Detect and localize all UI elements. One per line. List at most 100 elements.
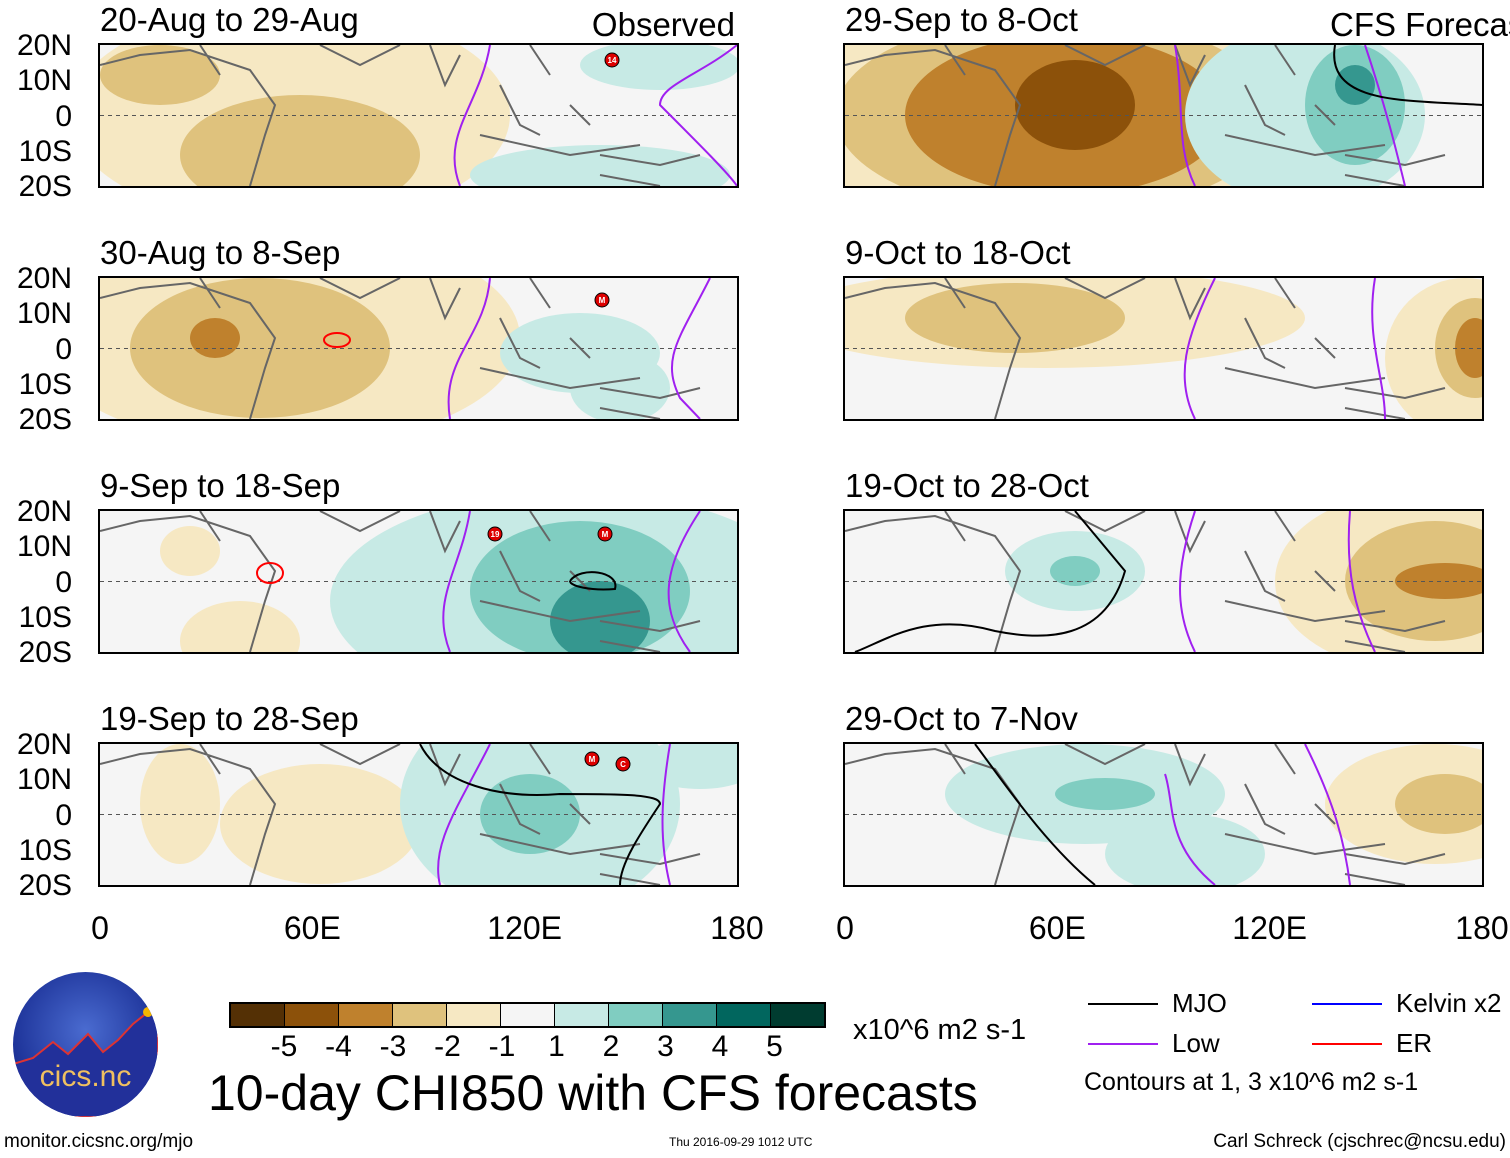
lat-tick-label: 0 — [55, 332, 72, 366]
storm-label: M — [602, 530, 609, 539]
anomaly-shading — [1455, 318, 1482, 378]
map-panel — [843, 742, 1484, 887]
panel-title: 9-Sep to 18-Sep — [100, 467, 341, 504]
footer-timestamp: Thu 2016-09-29 1012 UTC — [669, 1135, 813, 1149]
storm-label: M — [589, 755, 596, 764]
tropical-cyclone-icon: M — [594, 292, 610, 308]
panel-title: 30-Aug to 8-Sep — [100, 234, 341, 271]
lon-tick-label: 60E — [283, 910, 341, 946]
lon-tick-label: 120E — [1232, 910, 1308, 946]
lat-tick-label: 20N — [16, 495, 72, 528]
legend-line — [1312, 1003, 1382, 1005]
lon-tick-label: 60E — [1028, 910, 1086, 946]
low-contour — [447, 278, 491, 419]
lon-tick-label: 180 — [1455, 910, 1509, 946]
anomaly-shading — [180, 601, 300, 652]
colorbar-tick-label: 4 — [711, 1030, 729, 1063]
mjo-contour — [1333, 45, 1482, 106]
anomaly-shading — [180, 95, 420, 186]
storm-label: 19 — [491, 530, 500, 539]
storm-label: M — [599, 296, 606, 305]
colorbar-swatch — [663, 1004, 717, 1026]
anomaly-shading — [140, 744, 220, 864]
legend-line — [1088, 1003, 1158, 1005]
lat-tick-label: 20N — [16, 29, 72, 62]
anomaly-shading — [160, 526, 220, 576]
low-contour — [437, 744, 491, 885]
anomaly-shading — [190, 318, 240, 358]
map-panel: M — [98, 276, 739, 421]
low-contour — [658, 45, 737, 186]
panel-title: 29-Oct to 7-Nov — [845, 700, 1078, 737]
lat-tick-label: 10N — [16, 64, 72, 98]
anomaly-shading — [1015, 60, 1135, 150]
lat-tick-label: 10N — [16, 530, 72, 564]
map-panel: 19 M — [98, 509, 739, 654]
map-panel — [843, 509, 1484, 654]
map-svg — [845, 511, 1482, 652]
low-contour — [1179, 511, 1196, 652]
lat-tick-label: 10N — [16, 297, 72, 331]
map-svg — [845, 744, 1482, 885]
map-svg: M — [100, 278, 737, 419]
map-svg — [845, 45, 1482, 186]
lat-tick-label: 0 — [55, 798, 72, 832]
lat-tick-label: 0 — [55, 99, 72, 133]
column-label: CFS Forecast — [1330, 6, 1510, 43]
contour-note: Contours at 1, 3 x10^6 m2 s-1 — [1084, 1068, 1419, 1096]
panel-title: 20-Aug to 29-Aug — [100, 1, 359, 38]
anomaly-shading — [1395, 774, 1482, 834]
tropical-cyclone-icon: M — [597, 526, 613, 542]
lat-tick-label: 20S — [18, 403, 72, 436]
colorbar — [229, 1002, 826, 1028]
mjo-contour — [974, 744, 1096, 885]
lat-tick-label: 20N — [16, 728, 72, 761]
storm-label: 14 — [608, 56, 617, 65]
anomaly-shading — [470, 145, 730, 186]
panel-title: 29-Sep to 8-Oct — [845, 1, 1078, 38]
low-contour — [1347, 511, 1376, 652]
map-svg — [845, 278, 1482, 419]
colorbar-swatch — [285, 1004, 339, 1026]
lat-tick-label: 20S — [18, 869, 72, 902]
low-contour — [1364, 45, 1406, 186]
storm-label: C — [620, 760, 626, 769]
legend-label: ER — [1396, 1028, 1433, 1058]
colorbar-tick-label: 3 — [657, 1030, 674, 1063]
lon-tick-label: 0 — [91, 910, 109, 946]
column-label: Observed — [591, 6, 735, 43]
anomaly-shading — [220, 764, 420, 884]
figure-title: 10-day CHI850 with CFS forecasts — [208, 1065, 978, 1121]
colorbar-swatch — [447, 1004, 501, 1026]
colorbar-swatch — [231, 1004, 285, 1026]
colorbar-swatch — [501, 1004, 555, 1026]
footer-author: Carl Schreck (cjschrec@ncsu.edu) — [1213, 1131, 1506, 1152]
anomaly-shading — [1335, 65, 1375, 105]
er-contour — [256, 562, 284, 584]
map-svg: MC — [100, 744, 737, 885]
er-contour — [323, 332, 351, 348]
low-contour — [1371, 278, 1386, 419]
mjo-contour — [569, 571, 617, 591]
legend-label: Low — [1172, 1028, 1220, 1058]
mjo-contour — [854, 511, 1127, 652]
footer-url: monitor.cicsnc.org/mjo — [4, 1131, 194, 1152]
lat-tick-label: 20N — [16, 262, 72, 295]
legend-line — [1312, 1043, 1382, 1045]
anomaly-shading — [100, 45, 220, 105]
colorbar-swatch — [393, 1004, 447, 1026]
map-panel — [843, 43, 1484, 188]
colorbar-swatch — [717, 1004, 771, 1026]
low-contour — [661, 744, 671, 885]
cicsnc-logo: cics.nc — [13, 972, 158, 1117]
tropical-cyclone-icon: 14 — [604, 52, 620, 68]
lat-tick-label: 10S — [18, 600, 72, 634]
tropical-cyclone-icon: M — [584, 751, 600, 767]
low-contour — [1183, 278, 1216, 419]
colorbar-tick-label: -5 — [270, 1030, 298, 1063]
colorbar-tick-label: 5 — [766, 1030, 783, 1063]
low-contour — [442, 511, 471, 652]
panel-title: 9-Oct to 18-Oct — [845, 234, 1071, 271]
legend-line — [1088, 1043, 1158, 1045]
